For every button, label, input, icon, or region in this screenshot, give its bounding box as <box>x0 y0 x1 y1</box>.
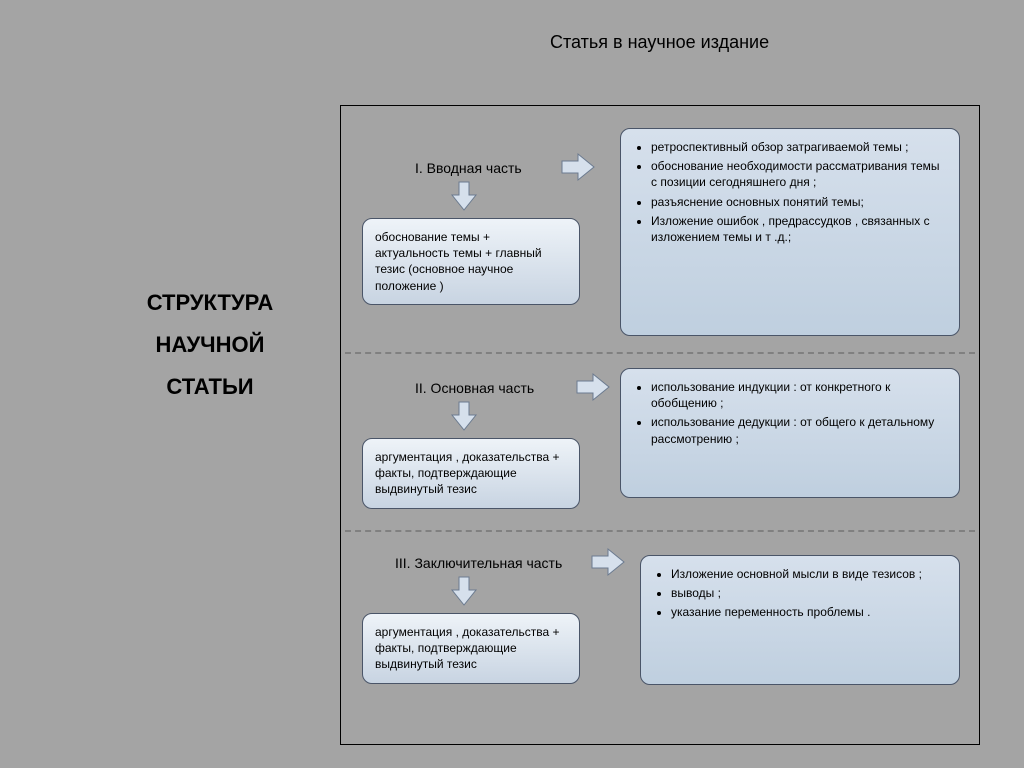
section3-right-list: Изложение основной мысли в виде тезисов … <box>653 566 947 621</box>
list-item: разъяснение основных понятий темы; <box>651 194 947 210</box>
section2-right-box: использование индукции : от конкретного … <box>620 368 960 498</box>
arrow-right-icon <box>560 152 598 187</box>
section2-left-box: аргументация , доказательства + факты, п… <box>362 438 580 509</box>
list-item: ретроспективный обзор затрагиваемой темы… <box>651 139 947 155</box>
arrow-down-icon <box>450 180 478 219</box>
section-divider-1 <box>345 352 975 354</box>
section2-right-list: использование индукции : от конкретного … <box>633 379 947 447</box>
arrow-right-icon <box>575 372 613 407</box>
list-item: обоснование необходимости рассматривания… <box>651 158 947 190</box>
left-heading-l1: СТРУКТУРА <box>95 282 325 324</box>
section1-right-box: ретроспективный обзор затрагиваемой темы… <box>620 128 960 336</box>
left-heading-l3: СТАТЬИ <box>95 366 325 408</box>
section1-label: I. Вводная часть <box>415 160 522 176</box>
list-item: Изложение основной мысли в виде тезисов … <box>671 566 947 582</box>
section3-left-box: аргументация , доказательства + факты, п… <box>362 613 580 684</box>
arrow-right-icon <box>590 547 628 582</box>
list-item: Изложение ошибок , предрассудков , связа… <box>651 213 947 245</box>
section-divider-2 <box>345 530 975 532</box>
section1-left-box: обоснование темы + актуальность темы + г… <box>362 218 580 305</box>
section3-label: III. Заключительная часть <box>395 555 562 571</box>
page-title: Статья в научное издание <box>550 32 769 53</box>
section2-label: II. Основная часть <box>415 380 534 396</box>
section1-right-list: ретроспективный обзор затрагиваемой темы… <box>633 139 947 245</box>
section3-right-box: Изложение основной мысли в виде тезисов … <box>640 555 960 685</box>
arrow-down-icon <box>450 575 478 614</box>
list-item: использование дедукции : от общего к дет… <box>651 414 947 446</box>
list-item: указание переменность проблемы . <box>671 604 947 620</box>
list-item: использование индукции : от конкретного … <box>651 379 947 411</box>
left-heading-l2: НАУЧНОЙ <box>95 324 325 366</box>
left-heading: СТРУКТУРА НАУЧНОЙ СТАТЬИ <box>95 282 325 407</box>
list-item: выводы ; <box>671 585 947 601</box>
arrow-down-icon <box>450 400 478 439</box>
